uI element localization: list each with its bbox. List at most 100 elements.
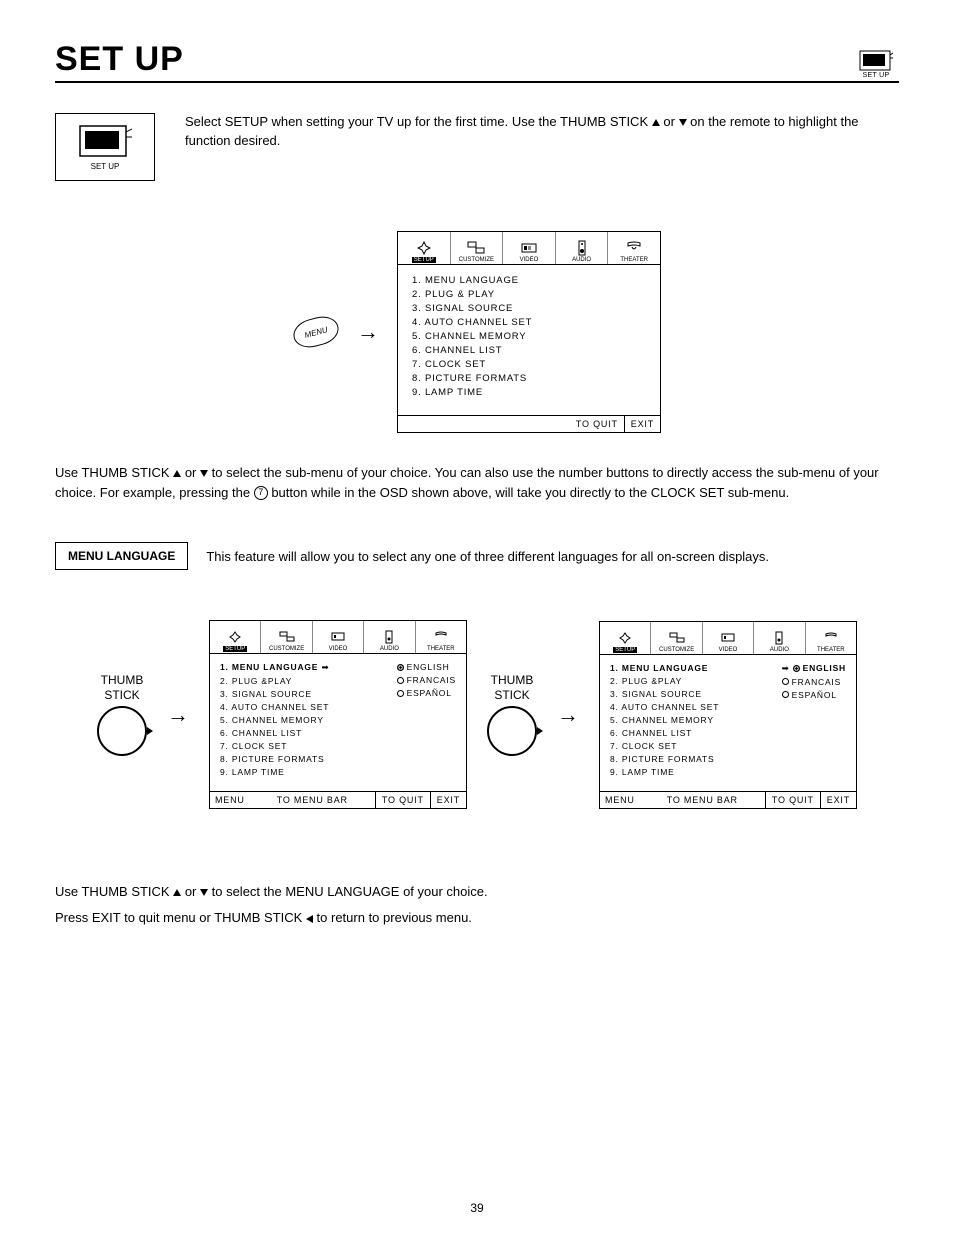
osd-tab-video: VIDEO bbox=[503, 232, 556, 264]
intro-setup-label: SET UP bbox=[91, 162, 120, 171]
arrow-right-icon: → bbox=[167, 702, 189, 728]
bottom-instructions: Use THUMB STICK or to select the MENU LA… bbox=[55, 879, 899, 931]
osd-footer-quit: TO QUIT bbox=[398, 416, 624, 432]
osd-item: 7. CLOCK SET bbox=[220, 741, 389, 751]
theater-icon bbox=[434, 628, 448, 646]
text-part: to return to previous menu. bbox=[313, 910, 472, 925]
osd-item: 3. SIGNAL SOURCE bbox=[610, 689, 774, 699]
osd-tab-theater: THEATER bbox=[608, 232, 660, 264]
osd-item: 3. SIGNAL SOURCE bbox=[412, 303, 646, 314]
thumb-stick-group: THUMB STICK bbox=[487, 673, 537, 756]
lang-option: ENGLISH bbox=[397, 662, 456, 672]
intro-text-part2: or bbox=[660, 114, 679, 129]
lang-options: ➡ ENGLISH FRANCAIS ESPAÑOL bbox=[782, 663, 846, 780]
pointer-right-icon: ➡ bbox=[321, 662, 329, 672]
lang-option-text: FRANCAIS bbox=[792, 677, 841, 687]
osd-tab-setup: SETUP bbox=[600, 622, 651, 654]
osd-item: 6. CHANNEL LIST bbox=[220, 728, 389, 738]
thumb-label: THUMB STICK bbox=[101, 673, 144, 702]
up-arrow-icon bbox=[652, 119, 660, 126]
osd-item: 2. PLUG &PLAY bbox=[220, 676, 389, 686]
osd-tab-audio: AUDIO bbox=[556, 232, 609, 264]
osd-item: 2. PLUG & PLAY bbox=[412, 289, 646, 300]
osd-tabbar: SETUP CUSTOMIZE VIDEO AUDIO THEATER bbox=[600, 622, 856, 655]
radio-icon bbox=[397, 690, 404, 697]
osd-lang-box-2: SETUP CUSTOMIZE VIDEO AUDIO THEATER 1. M… bbox=[599, 621, 857, 809]
mid-paragraph: Use THUMB STICK or to select the sub-men… bbox=[55, 463, 899, 502]
thumb-label: THUMB STICK bbox=[491, 673, 534, 702]
osd-tab-theater: THEATER bbox=[416, 621, 466, 653]
osd-item: 1. MENU LANGUAGE bbox=[610, 663, 774, 673]
intro-row: SET UP Select SETUP when setting your TV… bbox=[55, 113, 899, 181]
osd-tab-video: VIDEO bbox=[703, 622, 754, 654]
osd-main-section: MENU → SETUP CUSTOMIZE VIDEO AUDIO THEAT… bbox=[55, 231, 899, 433]
pointer-right-icon: ➡ bbox=[782, 663, 790, 674]
nav-cross-icon bbox=[417, 239, 431, 257]
thumb-stick-group: THUMB STICK bbox=[97, 673, 147, 756]
osd-footer-menu: MENU bbox=[210, 792, 250, 808]
osd-item: 9. LAMP TIME bbox=[412, 387, 646, 398]
radio-icon bbox=[782, 691, 789, 698]
radio-filled-icon bbox=[397, 664, 404, 671]
customize-icon bbox=[669, 629, 685, 647]
osd-item: 3. SIGNAL SOURCE bbox=[220, 689, 389, 699]
video-icon bbox=[330, 628, 346, 646]
osd-item: 7. CLOCK SET bbox=[412, 359, 646, 370]
osd-tab-customize: CUSTOMIZE bbox=[261, 621, 312, 653]
left-arrow-icon bbox=[306, 915, 313, 923]
lang-option: ➡ ENGLISH bbox=[782, 663, 846, 674]
video-icon bbox=[520, 239, 538, 257]
osd-item: 9. LAMP TIME bbox=[220, 767, 389, 777]
mid-para-1: Use THUMB STICK bbox=[55, 465, 173, 480]
intro-setup-icon-box: SET UP bbox=[55, 113, 155, 181]
osd-item: 8. PICTURE FORMATS bbox=[220, 754, 389, 764]
section-desc: This feature will allow you to select an… bbox=[206, 549, 769, 564]
osd-footer: MENU TO MENU BAR TO QUIT EXIT bbox=[600, 791, 856, 808]
osd-lang-list: 1. MENU LANGUAGE 2. PLUG &PLAY 3. SIGNAL… bbox=[600, 655, 856, 791]
section-row: MENU LANGUAGE This feature will allow yo… bbox=[55, 542, 899, 570]
lang-option-text: ENGLISH bbox=[407, 662, 450, 672]
lang-option-text: ENGLISH bbox=[803, 663, 846, 673]
osd-tabbar: SETUP CUSTOMIZE VIDEO AUDIO THEATER bbox=[398, 232, 660, 265]
osd-main-list: 1. MENU LANGUAGE 2. PLUG & PLAY 3. SIGNA… bbox=[398, 265, 660, 415]
lang-option-text: ESPAÑOL bbox=[792, 690, 837, 700]
tv-icon bbox=[78, 124, 132, 160]
osd-item-text: 1. MENU LANGUAGE bbox=[220, 662, 318, 672]
osd-item: 7. CLOCK SET bbox=[610, 741, 774, 751]
header-setup-icon: SET UP bbox=[853, 50, 899, 79]
osd-tab-video: VIDEO bbox=[313, 621, 364, 653]
osd-item: 1. MENU LANGUAGE bbox=[412, 275, 646, 286]
osd-item: 8. PICTURE FORMATS bbox=[412, 373, 646, 384]
osd-item: 1. MENU LANGUAGE ➡ bbox=[220, 662, 389, 673]
nav-cross-icon bbox=[619, 629, 631, 647]
osd-item: 4. AUTO CHANNEL SET bbox=[412, 317, 646, 328]
osd-main-box: SETUP CUSTOMIZE VIDEO AUDIO THEATER 1. M… bbox=[397, 231, 661, 433]
lang-options: ENGLISH FRANCAIS ESPAÑOL bbox=[397, 662, 456, 780]
text-part: or bbox=[181, 884, 200, 899]
osd-item: 5. CHANNEL MEMORY bbox=[412, 331, 646, 342]
section-label: MENU LANGUAGE bbox=[55, 542, 188, 570]
lang-option: ESPAÑOL bbox=[782, 690, 846, 700]
osd-tabbar: SETUP CUSTOMIZE VIDEO AUDIO THEATER bbox=[210, 621, 466, 654]
radio-icon bbox=[397, 677, 404, 684]
intro-text-part1: Select SETUP when setting your TV up for… bbox=[185, 114, 652, 129]
customize-icon bbox=[279, 628, 295, 646]
down-arrow-icon bbox=[679, 119, 687, 126]
lang-option: FRANCAIS bbox=[397, 675, 456, 685]
page-title: SET UP bbox=[55, 40, 853, 79]
osd-footer-quit: TO QUIT bbox=[765, 792, 820, 808]
menu-button-badge: MENU bbox=[290, 313, 342, 352]
page-number: 39 bbox=[470, 1201, 483, 1215]
lang-option-text: FRANCAIS bbox=[407, 675, 456, 685]
audio-icon bbox=[774, 629, 784, 647]
arrow-right-icon: → bbox=[357, 319, 379, 345]
theater-icon bbox=[626, 239, 642, 257]
text-part: Press EXIT to quit menu or THUMB STICK bbox=[55, 910, 306, 925]
audio-icon bbox=[576, 239, 588, 257]
osd-footer: TO QUIT EXIT bbox=[398, 415, 660, 432]
osd-tab-customize: CUSTOMIZE bbox=[651, 622, 702, 654]
osd-item-text: 1. MENU LANGUAGE bbox=[610, 663, 708, 673]
osd-tab-audio: AUDIO bbox=[754, 622, 805, 654]
osd-item: 8. PICTURE FORMATS bbox=[610, 754, 774, 764]
nav-cross-icon bbox=[229, 628, 241, 646]
